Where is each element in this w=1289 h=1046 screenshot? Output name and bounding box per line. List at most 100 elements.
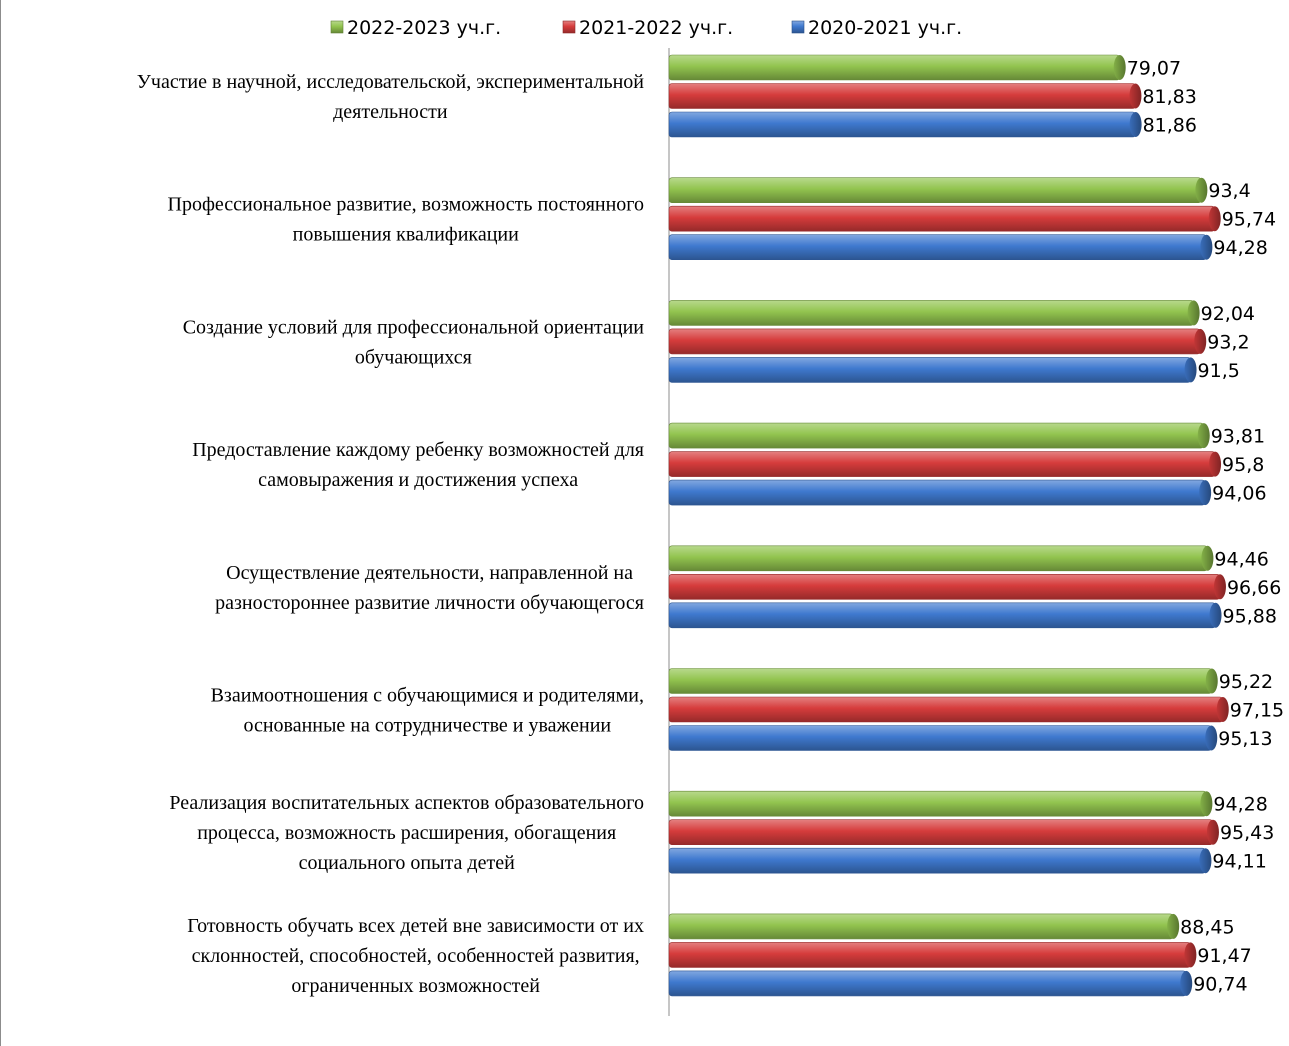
bar-body — [668, 111, 1136, 138]
category-label-line: Создание условий для профессиональной ор… — [183, 316, 645, 338]
value-label: 91,5 — [1198, 360, 1240, 382]
value-label: 93,81 — [1211, 426, 1265, 448]
bar — [668, 573, 1226, 600]
category-label-line: ограниченных возможностей — [291, 975, 540, 997]
bar-body — [668, 328, 1201, 355]
legend-swatch — [330, 20, 344, 34]
bar-body — [668, 602, 1216, 629]
value-label: 79,07 — [1127, 58, 1181, 80]
bar-body — [668, 451, 1216, 477]
category-label-line: обучающихся — [355, 346, 472, 368]
bar — [668, 725, 1218, 751]
bar — [668, 819, 1219, 846]
bar-cap — [1195, 177, 1208, 203]
category-label: Создание условий для профессиональной ор… — [183, 316, 645, 368]
legend-label: 2022-2023 уч.г. — [347, 17, 501, 39]
category-label-line: Участие в научной, исследовательской, эк… — [137, 71, 645, 93]
legend-label: 2020-2021 уч.г. — [808, 17, 962, 39]
value-label: 95,13 — [1218, 728, 1272, 750]
bar-body — [668, 234, 1207, 260]
bar — [668, 602, 1222, 629]
bar-body — [668, 573, 1221, 600]
bar-cap — [1200, 791, 1213, 817]
category-label: Осуществление деятельности, направленной… — [215, 562, 644, 614]
value-label: 95,8 — [1222, 454, 1264, 476]
bar-cap — [1216, 697, 1229, 722]
category-label-line: социального опыта детей — [299, 852, 516, 874]
bars — [668, 54, 1229, 997]
bar-cap — [1201, 545, 1214, 571]
bar-cap — [1187, 300, 1200, 326]
category-label: Предоставление каждому ребенку возможнос… — [192, 439, 644, 491]
value-label: 94,11 — [1212, 851, 1266, 873]
category-label-line: процесса, возможность расширения, обогащ… — [197, 822, 616, 844]
bar-body — [668, 725, 1212, 751]
category-label-line: основанные на сотрудничестве и уважении — [243, 715, 611, 737]
category-label: Взаимоотношения с обучающимися и родител… — [211, 685, 644, 737]
bar-body — [668, 177, 1202, 203]
value-label: 91,47 — [1197, 945, 1251, 967]
bar — [668, 696, 1229, 723]
category-label-line: склонностей, способностей, особенностей … — [192, 945, 640, 967]
value-label: 94,28 — [1213, 237, 1267, 259]
legend-swatch — [562, 20, 576, 34]
category-label-line: Реализация воспитательных аспектов образ… — [169, 792, 644, 814]
bar-cap — [1180, 970, 1193, 996]
value-label: 90,74 — [1193, 973, 1247, 995]
bar-cap — [1213, 574, 1226, 600]
value-label: 93,2 — [1207, 331, 1249, 353]
category-label-line: повышения квалификации — [293, 224, 519, 246]
legend: 2022-2023 уч.г. 2021-2022 уч.г. 2020-2021 … — [330, 17, 962, 39]
bar — [668, 83, 1142, 109]
bar-cap — [1194, 328, 1207, 354]
bar-cap — [1209, 451, 1222, 477]
bar — [668, 668, 1218, 694]
category-label-line: Осуществление деятельности, направленной… — [226, 562, 633, 584]
bar-cap — [1209, 602, 1222, 628]
bar-cap — [1184, 357, 1197, 383]
bar-body — [668, 300, 1194, 326]
bar — [668, 913, 1180, 940]
value-label: 94,46 — [1214, 548, 1268, 570]
category-label-line: Профессиональное развитие, возможность п… — [168, 194, 644, 216]
bar-cap — [1208, 206, 1221, 232]
bar-cap — [1200, 234, 1213, 260]
bar — [668, 451, 1222, 477]
category-label: Готовность обучать всех детей вне зависи… — [187, 915, 644, 997]
bar-cap — [1129, 112, 1142, 137]
category-label-line: Взаимоотношения с обучающимися и родител… — [211, 685, 644, 707]
bar-cap — [1197, 423, 1210, 449]
bar-body — [668, 819, 1214, 846]
bar — [668, 54, 1126, 81]
bar-cap — [1184, 942, 1197, 968]
bar — [668, 357, 1197, 383]
bar — [668, 111, 1142, 138]
bar — [668, 177, 1208, 203]
value-label: 81,83 — [1142, 86, 1196, 108]
bar-cap — [1113, 55, 1126, 80]
category-label-line: Предоставление каждому ребенку возможнос… — [192, 439, 644, 461]
bar-body — [668, 668, 1213, 694]
value-label: 95,43 — [1220, 822, 1274, 844]
category-label: Реализация воспитательных аспектов образ… — [169, 792, 644, 874]
bar — [668, 790, 1213, 817]
value-label: 94,28 — [1213, 794, 1267, 816]
category-label-line: деятельности — [333, 101, 448, 123]
bar-body — [668, 422, 1205, 449]
bar — [668, 205, 1221, 232]
bar — [668, 479, 1212, 506]
bar — [668, 545, 1214, 572]
bar — [668, 234, 1213, 260]
value-label: 95,22 — [1219, 671, 1273, 693]
category-label-line: Готовность обучать всех детей вне зависи… — [187, 915, 644, 937]
category-label: Участие в научной, исследовательской, эк… — [137, 71, 645, 123]
category-label: Профессиональное развитие, возможность п… — [168, 194, 644, 246]
value-label: 95,74 — [1222, 209, 1276, 231]
category-labels: Участие в научной, исследовательской, эк… — [137, 71, 645, 997]
bar-body — [668, 942, 1191, 968]
bar — [668, 970, 1193, 997]
value-label: 92,04 — [1201, 303, 1255, 325]
bar-body — [668, 357, 1191, 383]
